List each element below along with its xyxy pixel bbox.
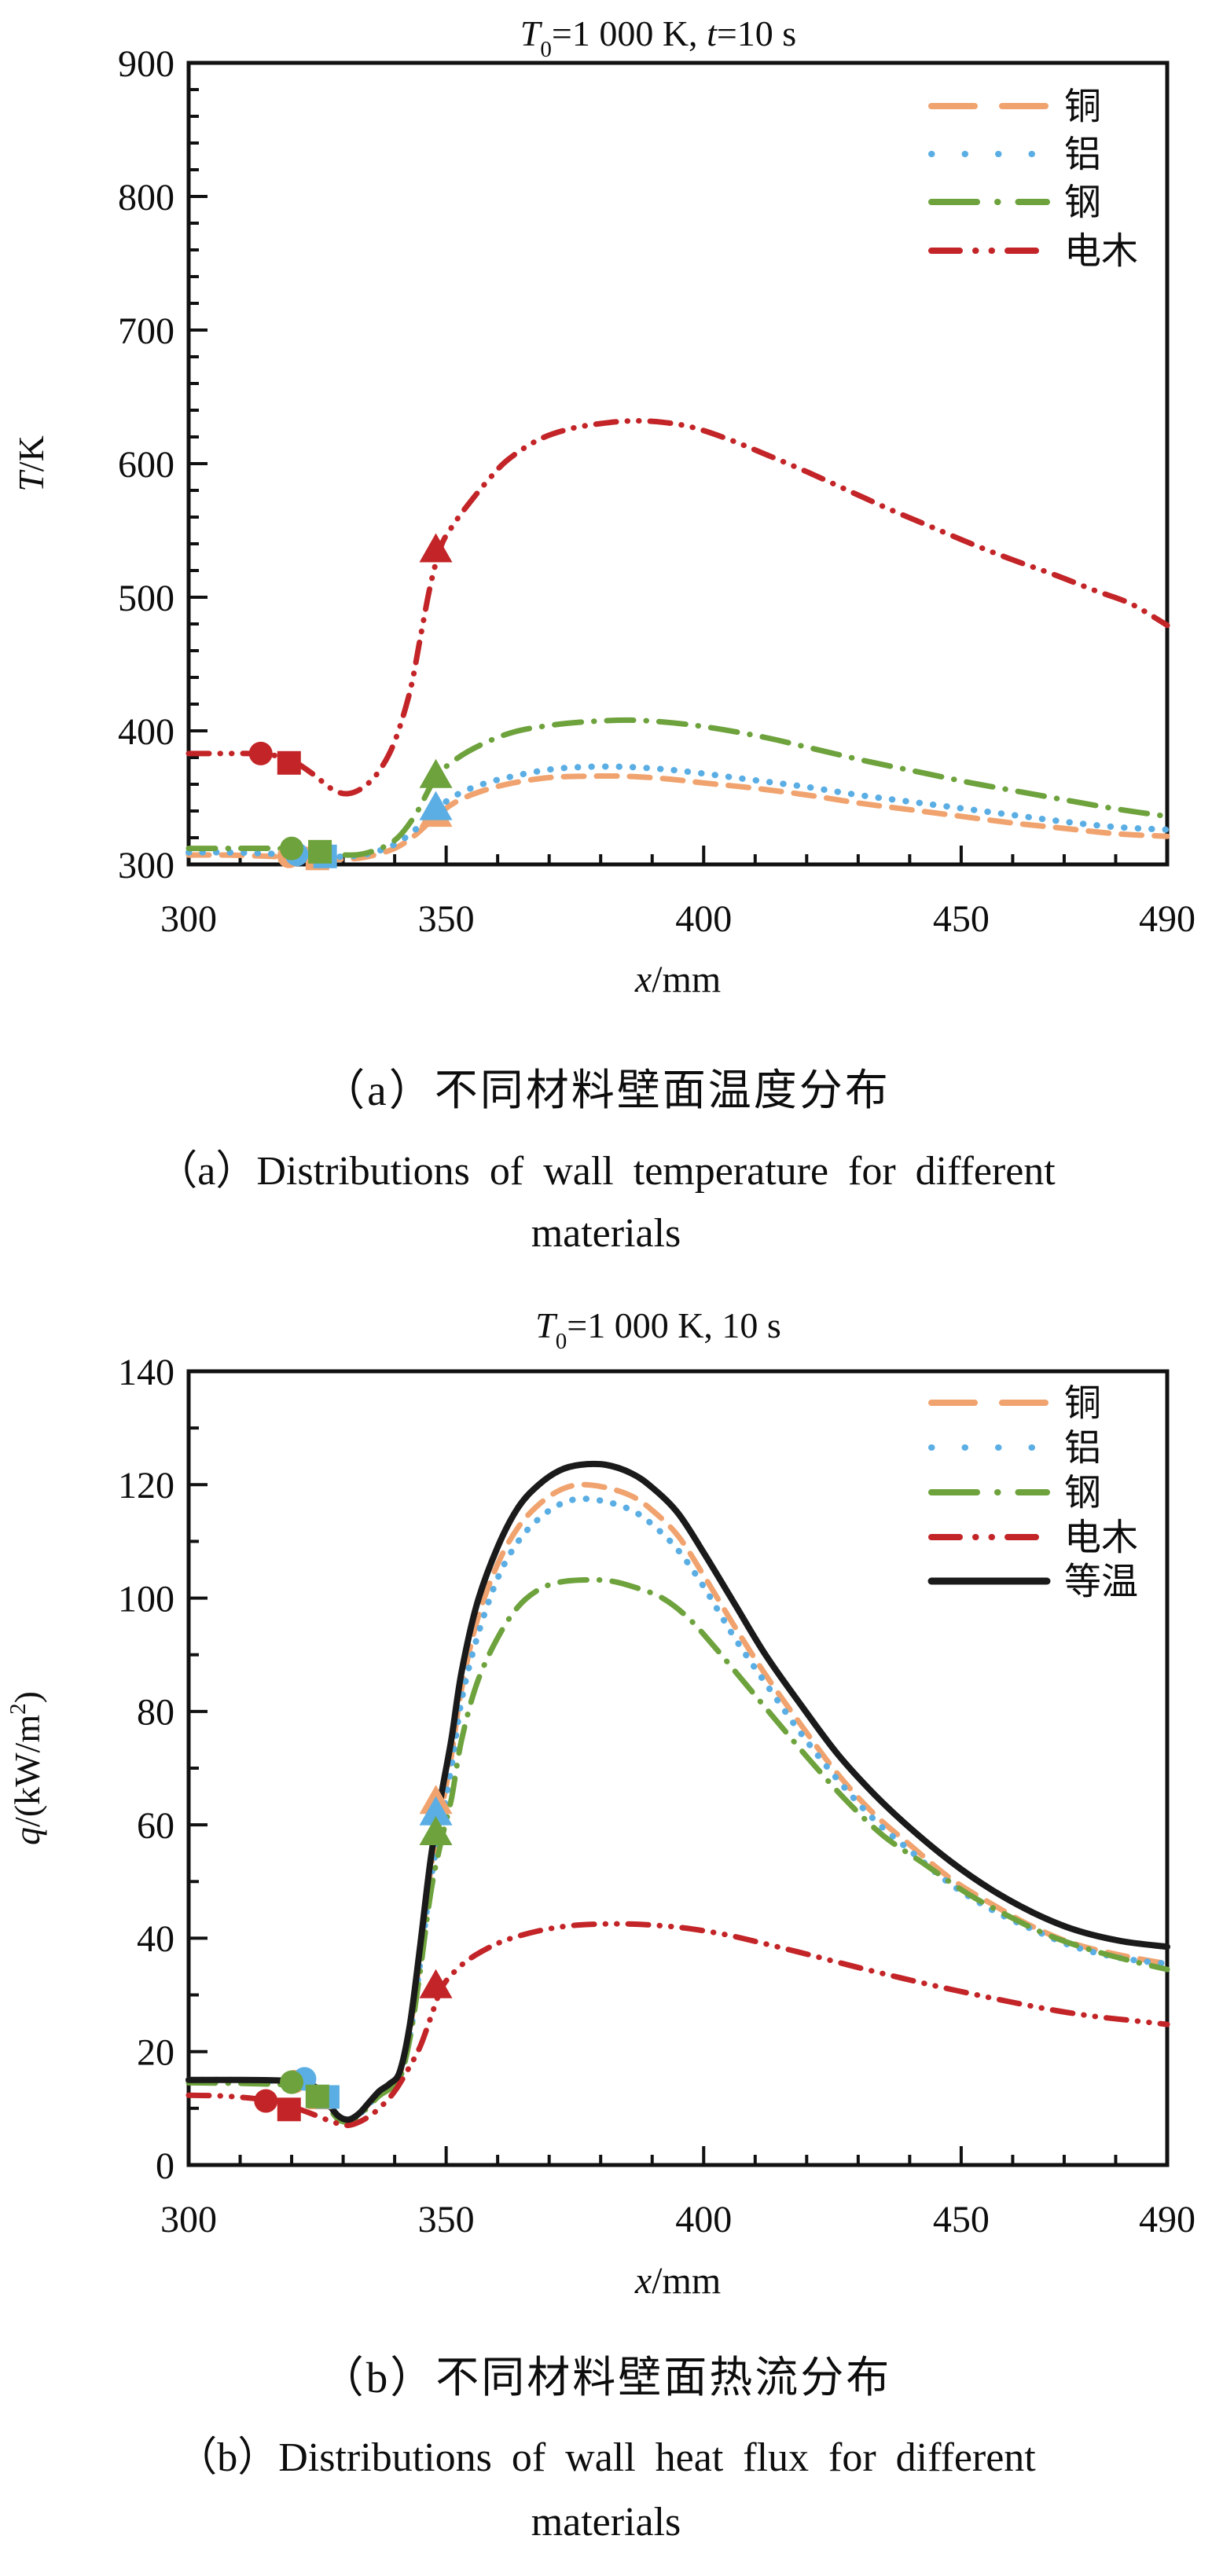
x-axis-label: x/mm <box>634 2260 721 2302</box>
legend-aluminum-label: 铝 <box>1064 1428 1101 1469</box>
svg-text:120: 120 <box>118 1465 174 1506</box>
series-aluminum-line <box>185 1495 1170 2124</box>
series-bakelite-line <box>185 418 1170 797</box>
caption-b-chinese: （b）不同材料壁面热流分布 <box>320 2354 892 2402</box>
legend-item-steel: 钢 <box>928 1473 1101 1514</box>
chart-title: T0=1 000 K, t=10 s <box>520 13 796 62</box>
svg-text:450: 450 <box>933 2199 990 2240</box>
svg-text:490: 490 <box>1139 2199 1195 2240</box>
plot-frame <box>186 61 1170 867</box>
legend-item-bakelite: 电木 <box>928 1517 1138 1558</box>
y-axis-label: q/(kW/m2) <box>6 1691 47 1845</box>
series-steel-markers <box>280 758 453 864</box>
caption-b-english-line2: materials <box>531 2500 681 2545</box>
series-steel-markers <box>280 1815 453 2108</box>
legend-bakelite-label: 电木 <box>1064 1517 1138 1558</box>
axis-tick-labels: 300 350 400 450 490 300 400 500 600 700 800 900 <box>118 43 1195 940</box>
svg-text:80: 80 <box>137 1692 174 1734</box>
svg-text:300: 300 <box>118 845 174 886</box>
series-bakelite-line <box>185 1921 1170 2129</box>
legend-isothermal-label: 等温 <box>1064 1561 1138 1602</box>
series-isothermal-line <box>185 1460 1170 2123</box>
axis-ticks <box>187 61 1169 866</box>
svg-text:900: 900 <box>118 43 174 85</box>
legend-copper-label: 铜 <box>1064 86 1101 127</box>
legend-steel-label: 钢 <box>1064 182 1101 223</box>
series-steel-line <box>185 1576 1170 2125</box>
legend-item-bakelite: 电木 <box>928 231 1138 272</box>
legend-aluminum-label: 铝 <box>1064 134 1101 175</box>
caption-a-english-line2: materials <box>531 1211 681 1256</box>
wall-heat-flux-chart: T0=1 000 K, 10 s 300 350 400 450 490 0 20 40 60 80… <box>6 1305 1195 2302</box>
svg-text:490: 490 <box>1139 898 1195 940</box>
svg-text:400: 400 <box>675 898 732 940</box>
legend-item-aluminum: 铝 <box>928 134 1101 175</box>
svg-text:350: 350 <box>418 2199 475 2240</box>
legend-item-aluminum: 铝 <box>928 1428 1101 1469</box>
axis-tick-labels: 300 350 400 450 490 0 20 40 60 80 100 120 140 <box>118 1352 1195 2240</box>
svg-text:40: 40 <box>137 1918 174 1960</box>
legend-bakelite-label: 电木 <box>1064 231 1138 272</box>
svg-text:100: 100 <box>118 1578 174 1620</box>
legend-item-steel: 钢 <box>928 182 1101 223</box>
svg-text:60: 60 <box>137 1805 174 1847</box>
legend-item-copper: 铜 <box>928 1383 1101 1424</box>
series-bakelite-markers <box>254 1969 453 2122</box>
svg-text:140: 140 <box>118 1352 174 1393</box>
x-axis-label: x/mm <box>634 959 721 1000</box>
y-axis-label: T/K <box>11 435 51 492</box>
caption-a-chinese: （a）不同材料壁面温度分布 <box>321 1066 891 1114</box>
caption-a-english: （a）Distributions of wall temperature for… <box>156 1149 1056 1194</box>
axis-ticks <box>187 1370 1169 2167</box>
legend-steel-label: 钢 <box>1064 1473 1101 1514</box>
svg-text:400: 400 <box>675 2199 732 2240</box>
svg-text:450: 450 <box>933 898 990 940</box>
series-aluminum-line <box>185 763 1170 861</box>
legend-copper-label: 铜 <box>1064 1383 1101 1424</box>
chart-title: T0=1 000 K, 10 s <box>535 1305 781 1354</box>
svg-text:350: 350 <box>418 898 475 940</box>
svg-text:300: 300 <box>160 898 217 940</box>
legend-item-isothermal: 等温 <box>927 1561 1138 1602</box>
svg-text:800: 800 <box>118 177 174 218</box>
svg-text:400: 400 <box>118 711 174 753</box>
caption-b-english: （b）Distributions of wall heat flux for d… <box>176 2435 1036 2480</box>
wall-temperature-chart: T0=1 000 K, t=10 s 300 350 400 450 490 300 400 5… <box>11 13 1195 1000</box>
series-steel-line <box>185 717 1170 858</box>
svg-text:700: 700 <box>118 310 174 352</box>
legend-item-copper: 铜 <box>928 86 1101 127</box>
series-bakelite-markers <box>248 533 453 775</box>
svg-text:300: 300 <box>160 2199 217 2240</box>
svg-text:0: 0 <box>156 2145 174 2187</box>
series-copper-line <box>185 772 1170 863</box>
svg-text:600: 600 <box>118 444 174 486</box>
svg-text:500: 500 <box>118 578 174 619</box>
svg-text:20: 20 <box>137 2032 174 2074</box>
